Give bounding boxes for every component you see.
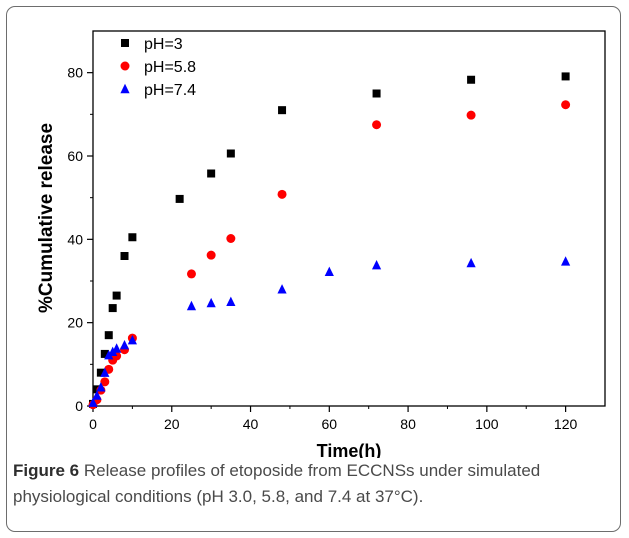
data-markers [88,72,571,410]
legend-label: pH=3 [144,36,183,53]
x-tick-label: 80 [400,416,416,432]
data-point [561,72,570,81]
figure-caption: Figure 6 Release profiles of etoposide f… [13,458,613,510]
data-point [104,349,114,360]
data-point [466,257,476,268]
data-point [186,300,197,311]
plot-area [92,30,606,407]
data-point [120,252,129,260]
legend-marker [121,39,129,47]
data-point [96,368,105,377]
data-point [324,266,334,277]
data-point [206,250,216,260]
data-point [100,349,109,358]
x-tick-label: 0 [89,416,97,432]
data-point [128,233,137,242]
data-point [104,331,113,340]
data-point [100,367,110,377]
release-profile-chart: 0 20 40 60 80 100 120 0 20 40 60 80 pH=3 pH=5.8 pH=7… [36,30,606,458]
data-point [96,382,106,392]
data-point [108,304,117,313]
data-point [226,234,236,243]
y-tick-label: 40 [67,231,83,247]
figure-label: Figure 6 [13,461,80,480]
data-point [112,343,122,353]
data-point [108,346,118,357]
data-point [226,296,236,307]
data-point [372,120,382,130]
x-tick-label: 100 [475,416,499,432]
data-point [100,377,110,387]
x-axis-label: Time(h) [317,441,382,458]
legend-marker [120,83,130,94]
x-tick-label: 60 [322,416,338,432]
x-tick-label: 40 [243,416,259,432]
data-point [277,284,287,294]
x-tick-label: 120 [554,416,578,432]
data-point [466,110,476,120]
data-point [119,339,130,350]
data-point [175,194,184,203]
x-tick-label: 20 [164,416,180,432]
y-tick-label: 80 [67,65,83,81]
caption-text: Release profiles of etoposide from ECCNS… [13,461,541,506]
data-point [127,334,137,345]
data-point [207,169,216,178]
data-point [277,189,287,199]
y-axis-label: %Cumulative release [36,123,57,313]
data-point [88,397,98,407]
data-point [372,89,381,98]
figure-frame [6,6,621,532]
data-point [112,291,121,300]
data-point [186,269,196,279]
y-tick-label: 20 [67,315,83,331]
data-point [371,259,382,270]
legend-label: pH=7.4 [144,82,196,99]
legend-label: pH=5.8 [144,59,196,76]
data-point [561,256,571,266]
legend: pH=3 pH=5.8 pH=7.4 [120,36,196,99]
data-point [226,149,235,158]
y-tick-label: 0 [75,398,83,414]
y-axis: 0 20 40 60 80 [67,65,93,414]
data-point [206,297,216,308]
data-point [278,106,287,115]
data-point [561,100,571,110]
data-point [92,390,102,400]
legend-marker [120,61,130,71]
x-axis: 0 20 40 60 80 100 120 [89,406,578,432]
data-point [467,75,476,84]
y-tick-label: 60 [67,148,83,164]
